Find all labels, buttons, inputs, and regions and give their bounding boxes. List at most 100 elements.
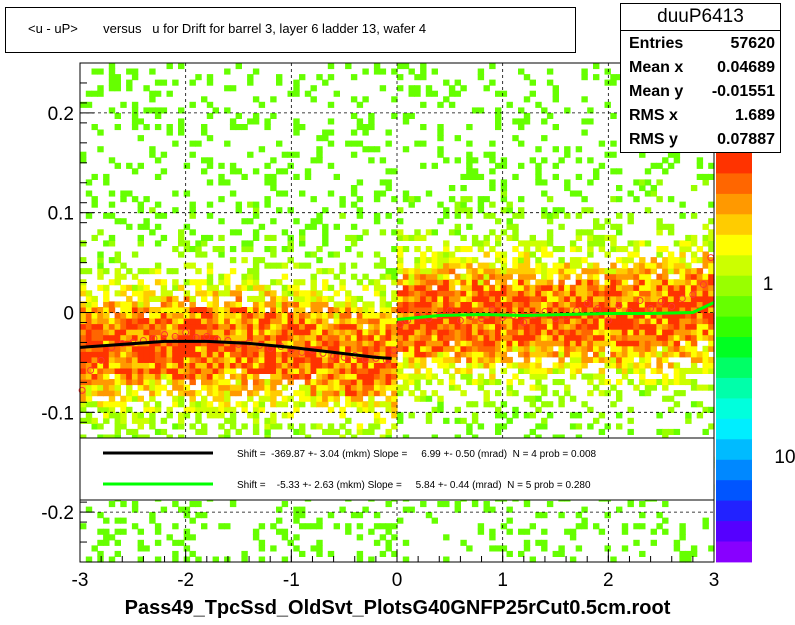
- heatmap-cell: [489, 185, 496, 192]
- heatmap-cell: [91, 312, 98, 319]
- heatmap-cell: [356, 318, 364, 325]
- heatmap-cell: [489, 340, 496, 347]
- heatmap-cell: [466, 273, 473, 280]
- heatmap-cell: [552, 329, 559, 336]
- heatmap-cell: [604, 545, 611, 552]
- heatmap-cell: [506, 550, 513, 557]
- heatmap-cell: [310, 356, 317, 363]
- heatmap-cell: [149, 395, 156, 402]
- stats-histogram-name: duuP6413: [621, 4, 780, 31]
- heatmap-cell: [183, 356, 191, 363]
- heatmap-cell: [103, 318, 110, 325]
- heatmap-cell: [103, 323, 110, 330]
- heatmap-cell: [276, 423, 283, 430]
- heatmap-cell: [252, 401, 260, 408]
- heatmap-cell: [183, 312, 191, 319]
- heatmap-cell: [270, 312, 277, 319]
- heatmap-cell: [195, 307, 202, 314]
- heatmap-cell: [587, 207, 594, 214]
- heatmap-cell: [103, 212, 110, 219]
- heatmap-cell: [385, 379, 392, 386]
- heatmap-cell: [604, 356, 611, 363]
- heatmap-cell: [108, 212, 116, 219]
- heatmap-cell: [610, 362, 617, 369]
- heatmap-cell: [414, 379, 421, 386]
- heatmap-cell: [345, 140, 352, 147]
- heatmap-cell: [495, 240, 502, 247]
- heatmap-cell: [281, 229, 289, 236]
- heatmap-cell: [690, 545, 698, 552]
- profile-point: [390, 346, 398, 354]
- heatmap-cell: [391, 362, 398, 369]
- heatmap-cell: [425, 229, 433, 236]
- heatmap-cell: [575, 173, 583, 180]
- heatmap-cell: [310, 334, 317, 341]
- heatmap-cell: [696, 356, 704, 363]
- heatmap-cell: [708, 340, 715, 347]
- heatmap-cell: [333, 356, 340, 363]
- heatmap-cell: [85, 212, 93, 219]
- heatmap-cell: [454, 367, 461, 374]
- heatmap-cell: [287, 423, 294, 430]
- heatmap-cell: [621, 545, 629, 552]
- heatmap-cell: [500, 345, 508, 352]
- heatmap-cell: [414, 340, 421, 347]
- heatmap-cell: [316, 401, 323, 408]
- heatmap-cell: [685, 284, 692, 291]
- heatmap-cell: [172, 323, 179, 330]
- heatmap-cell: [679, 312, 686, 319]
- heatmap-cell: [103, 390, 110, 397]
- heatmap-cell: [425, 268, 433, 275]
- heatmap-cell: [327, 406, 335, 413]
- heatmap-cell: [535, 329, 542, 336]
- heatmap-cell: [80, 401, 87, 408]
- heatmap-cell: [708, 162, 715, 169]
- heatmap-cell: [443, 367, 450, 374]
- heatmap-cell: [379, 295, 387, 302]
- heatmap-cell: [247, 279, 254, 286]
- heatmap-cell: [610, 74, 617, 81]
- heatmap-cell: [218, 179, 225, 186]
- heatmap-cell: [523, 323, 531, 330]
- heatmap-cell: [454, 90, 461, 97]
- heatmap-cell: [633, 196, 640, 203]
- heatmap-cell: [460, 201, 467, 208]
- heatmap-cell: [137, 207, 144, 214]
- heatmap-cell: [91, 367, 98, 374]
- heatmap-cell: [639, 257, 646, 264]
- profile-point: [446, 307, 454, 315]
- heatmap-cell: [662, 345, 669, 352]
- heatmap-cell: [264, 351, 271, 358]
- heatmap-cell: [512, 118, 519, 125]
- heatmap-cell: [304, 262, 312, 269]
- heatmap-cell: [656, 379, 663, 386]
- heatmap-cell: [362, 384, 369, 391]
- heatmap-cell: [356, 307, 364, 314]
- heatmap-cell: [437, 146, 444, 153]
- heatmap-cell: [512, 212, 519, 219]
- heatmap-cell: [322, 340, 329, 347]
- heatmap-cell: [558, 323, 565, 330]
- heatmap-cell: [103, 379, 110, 386]
- heatmap-cell: [137, 234, 144, 241]
- heatmap-cell: [345, 417, 352, 424]
- heatmap-cell: [103, 268, 110, 275]
- heatmap-cell: [541, 351, 548, 358]
- heatmap-cell: [373, 334, 381, 341]
- heatmap-cell: [685, 234, 692, 241]
- heatmap-cell: [114, 345, 121, 352]
- heatmap-cell: [149, 517, 156, 524]
- heatmap-cell: [339, 279, 346, 286]
- heatmap-cell: [558, 157, 565, 164]
- heatmap-cell: [143, 362, 150, 369]
- heatmap-cell: [402, 334, 410, 341]
- heatmap-cell: [581, 356, 588, 363]
- heatmap-cell: [621, 318, 629, 325]
- heatmap-cell: [189, 151, 196, 158]
- heatmap-cell: [339, 373, 346, 380]
- heatmap-cell: [108, 74, 116, 81]
- heatmap-cell: [604, 251, 611, 258]
- heatmap-cell: [523, 367, 531, 374]
- heatmap-cell: [569, 329, 577, 336]
- heatmap-cell: [523, 268, 531, 275]
